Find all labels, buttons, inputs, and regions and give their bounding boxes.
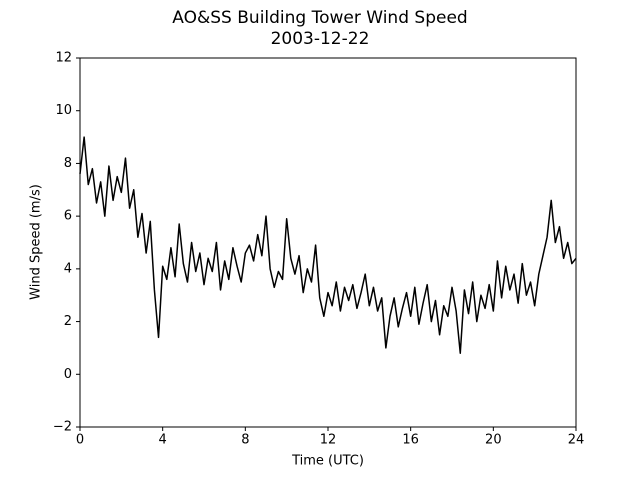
y-tick-label: 2 [64, 314, 72, 329]
y-tick-label: −2 [53, 420, 72, 435]
y-tick-label: 12 [55, 51, 72, 66]
line [79, 136, 577, 354]
x-tick-label: 8 [241, 433, 249, 448]
x-tick-label: 24 [568, 433, 585, 448]
y-tick-label: 4 [64, 261, 72, 276]
chart-subtitle: 2003-12-22 [271, 29, 370, 49]
y-tick-label: 10 [55, 103, 72, 118]
x-tick-label: 20 [485, 433, 502, 448]
chart-title: AO&SS Building Tower Wind Speed [172, 8, 467, 28]
plot-frame [79, 57, 577, 428]
x-tick-label: 16 [402, 433, 419, 448]
y-axis-label: Wind Speed (m/s) [29, 184, 44, 300]
x-tick-label: 0 [76, 433, 84, 448]
x-axis-label: Time (UTC) [291, 454, 364, 469]
x-tick-label: 4 [159, 433, 167, 448]
y-tick-label: 6 [64, 209, 72, 224]
x-tick-label: 12 [320, 433, 337, 448]
y-tick-label: 8 [64, 156, 72, 171]
y-tick-label: 0 [64, 367, 72, 382]
